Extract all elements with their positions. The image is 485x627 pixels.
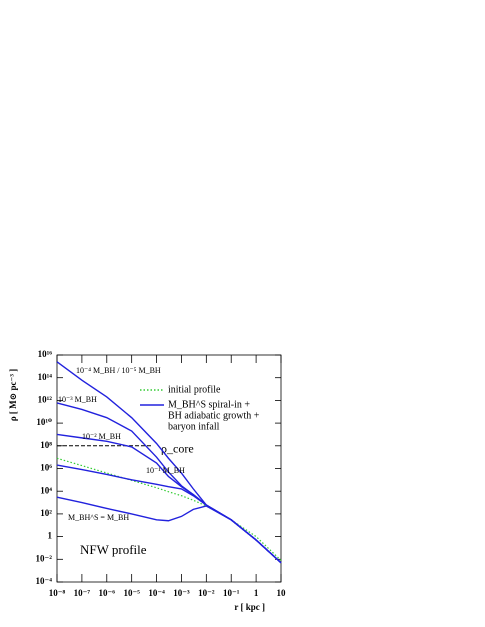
y-tick-label: 1 (48, 531, 53, 541)
y-tick-label: 10¹⁴ (38, 372, 53, 382)
curve-label: 10⁻³ M_BH (58, 395, 97, 404)
x-tick-label: 10⁻⁵ (123, 588, 140, 598)
series-line (56, 496, 282, 564)
x-tick-label: 10⁻⁷ (74, 588, 91, 598)
legend-label: initial profile (168, 384, 221, 395)
x-tick-label: 10⁻¹ (223, 588, 240, 598)
annotation: NFW profile (80, 542, 147, 557)
y-tick-label: 10¹² (38, 394, 53, 404)
legend-label: baryon infall (168, 421, 220, 432)
x-tick-label: 10⁻⁸ (49, 588, 66, 598)
x-tick-label: 10⁻⁶ (99, 588, 116, 598)
y-tick-label: 10¹⁰ (36, 417, 52, 427)
y-tick-label: 10² (40, 508, 52, 518)
x-tick-label: 1 (254, 588, 259, 598)
y-tick-label: 10⁸ (40, 440, 52, 450)
legend-label: BH adiabatic growth + (168, 410, 260, 421)
curve-label: 10⁻² M_BH (82, 432, 121, 441)
curve-label: 10⁻¹ M_BH (146, 466, 185, 475)
x-tick-label: 10⁻⁴ (148, 588, 165, 598)
curve-label: 10⁻⁴ M_BH / 10⁻⁵ M_BH (76, 366, 161, 375)
y-tick-label: 10⁻² (36, 553, 53, 563)
y-axis-label: ρ [ M⊙ pc⁻³ ] (8, 369, 18, 421)
x-tick-label: 10 (277, 588, 287, 598)
y-tick-label: 10⁴ (40, 485, 52, 495)
curve-label: M_BH^S = M_BH (68, 513, 129, 522)
y-tick-label: 10⁶ (40, 463, 52, 473)
y-tick-label: 10⁻⁴ (36, 576, 53, 586)
x-axis-label: r [ kpc ] (234, 602, 265, 612)
core-label: ρ_core (161, 442, 194, 456)
x-tick-label: 10⁻³ (173, 588, 190, 598)
legend-label: M_BH^S spiral-in + (168, 399, 250, 410)
y-tick-label: 10¹⁶ (38, 349, 53, 359)
x-tick-label: 10⁻² (198, 588, 215, 598)
